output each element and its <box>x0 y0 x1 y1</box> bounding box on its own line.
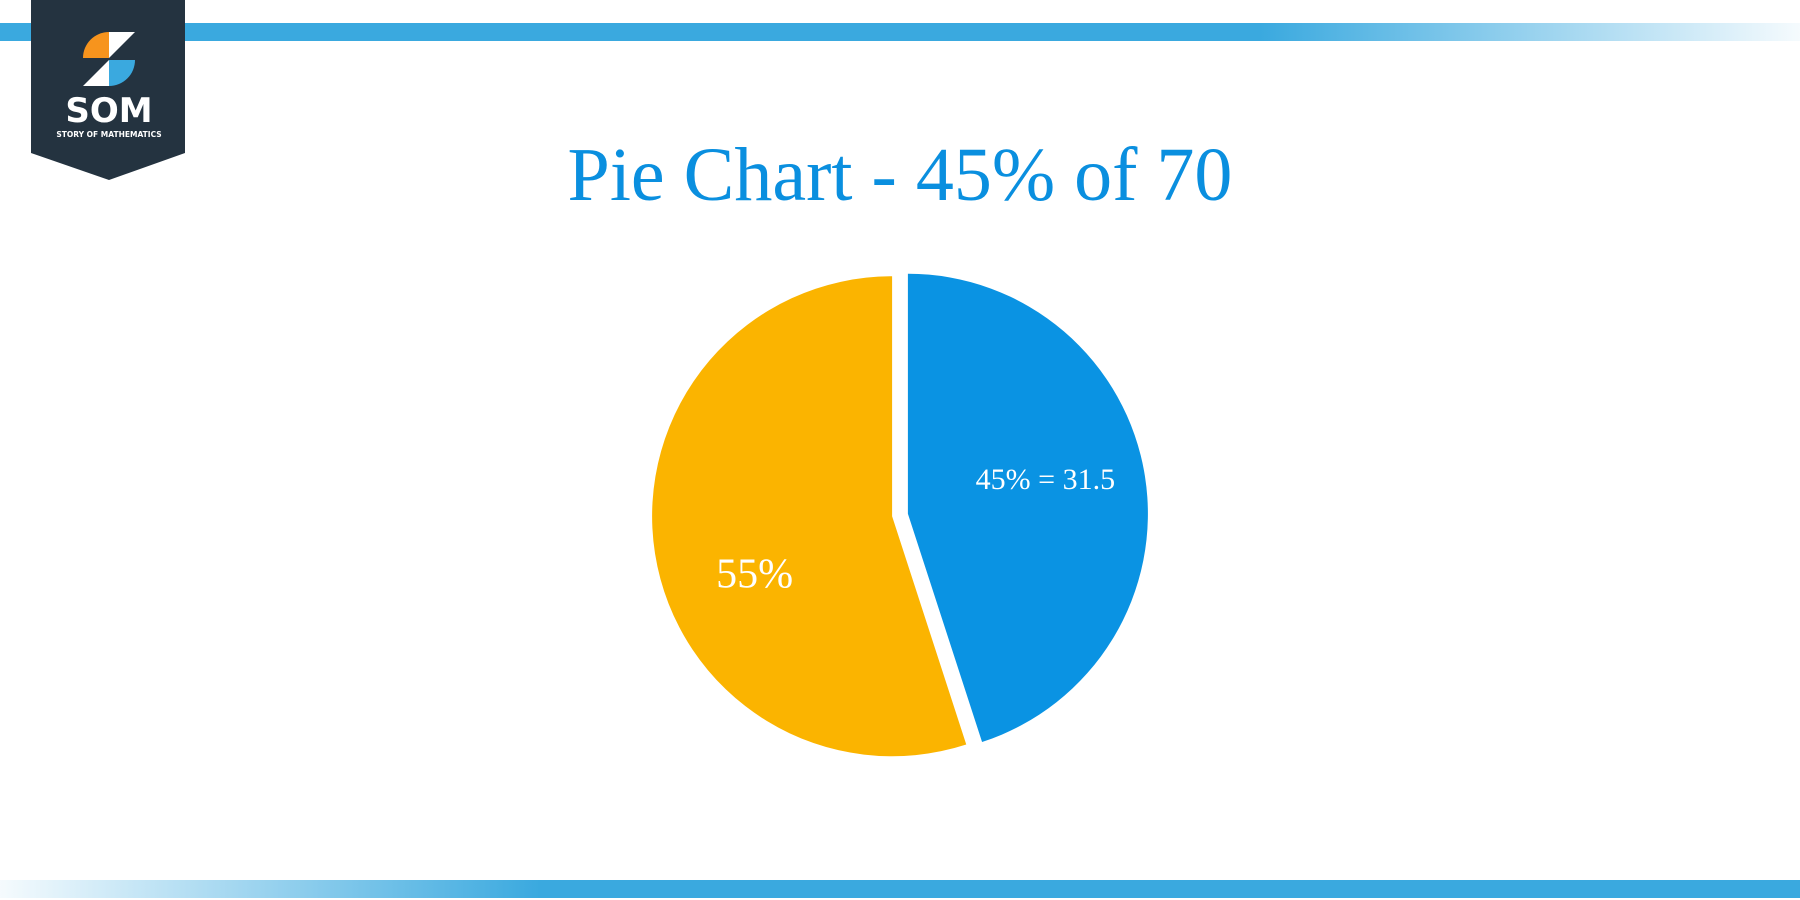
logo: SOM STORY OF MATHEMATICS <box>31 0 185 180</box>
chart-title: Pie Chart - 45% of 70 <box>568 133 1233 217</box>
logo-icon <box>83 60 109 86</box>
logo-badge <box>31 0 185 180</box>
data-label: 55% <box>716 552 793 598</box>
top-bar <box>0 23 1800 41</box>
pie-slice <box>907 273 1148 743</box>
pie-slice <box>652 276 967 757</box>
data-label: 45% = 31.5 <box>976 463 1115 496</box>
logo-icon <box>83 32 109 58</box>
logo-name: SOM <box>65 91 152 131</box>
bottom-bar <box>0 880 1800 898</box>
logo-tagline: STORY OF MATHEMATICS <box>56 130 161 139</box>
logo-icon <box>109 60 135 86</box>
logo-icon <box>109 32 135 58</box>
